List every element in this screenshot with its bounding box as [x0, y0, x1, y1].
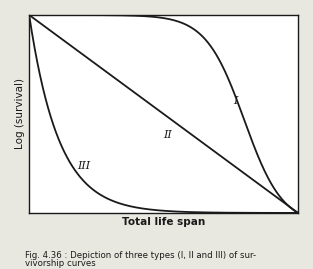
Y-axis label: Log (survival): Log (survival): [15, 79, 25, 150]
Text: III: III: [78, 161, 91, 171]
Text: I: I: [233, 96, 238, 106]
X-axis label: Total life span: Total life span: [122, 217, 205, 227]
Text: vivorship curves: vivorship curves: [25, 259, 96, 268]
Text: Fig. 4.36 : Depiction of three types (I, II and III) of sur-: Fig. 4.36 : Depiction of three types (I,…: [25, 251, 256, 260]
Text: II: II: [164, 130, 172, 140]
